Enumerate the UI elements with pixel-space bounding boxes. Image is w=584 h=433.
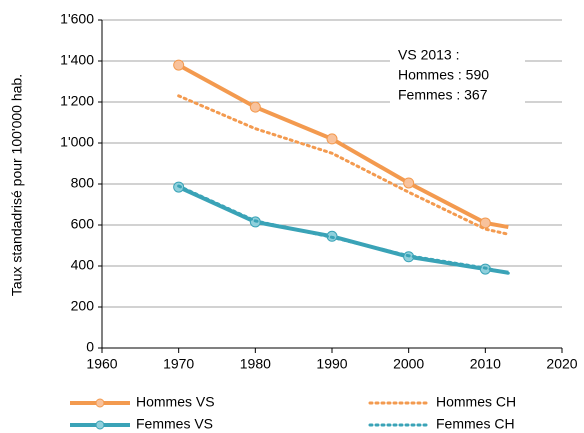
x-tick-label: 2020: [546, 356, 577, 372]
annotation-box: [390, 40, 525, 116]
y-tick-label: 1'400: [60, 52, 94, 68]
legend-label: Hommes VS: [136, 394, 215, 410]
x-tick-label: 1980: [240, 356, 271, 372]
y-tick-label: 400: [71, 257, 95, 273]
annotation: Femmes : 367: [398, 87, 488, 103]
y-tick-label: 1'200: [60, 93, 94, 109]
marker: [326, 133, 338, 145]
y-tick-label: 600: [71, 216, 95, 232]
x-tick-label: 1960: [86, 356, 117, 372]
marker: [479, 217, 491, 229]
y-tick-label: 0: [86, 339, 94, 355]
marker: [403, 177, 415, 189]
y-tick-label: 1'600: [60, 11, 94, 27]
y-axis-label: Taux standadrisé pour 100'000 hab.: [9, 74, 25, 296]
series-line: [177, 94, 510, 236]
y-tick-label: 800: [71, 175, 95, 191]
legend-label: Hommes CH: [436, 394, 516, 410]
legend-label: Femmes CH: [436, 416, 515, 432]
x-tick-label: 2000: [393, 356, 424, 372]
annotation: Hommes : 590: [398, 67, 489, 83]
legend-marker: [95, 420, 105, 430]
y-tick-label: 200: [71, 298, 95, 314]
marker: [173, 59, 185, 71]
marker: [249, 101, 261, 113]
series-line: [177, 185, 509, 275]
y-tick-label: 1'000: [60, 134, 94, 150]
x-tick-label: 1990: [316, 356, 347, 372]
x-tick-label: 2010: [470, 356, 501, 372]
legend-label: Femmes VS: [136, 416, 213, 432]
annotation: VS 2013 :: [398, 47, 460, 63]
legend-marker: [95, 398, 105, 408]
series-line: [177, 184, 510, 275]
x-tick-label: 1970: [163, 356, 194, 372]
